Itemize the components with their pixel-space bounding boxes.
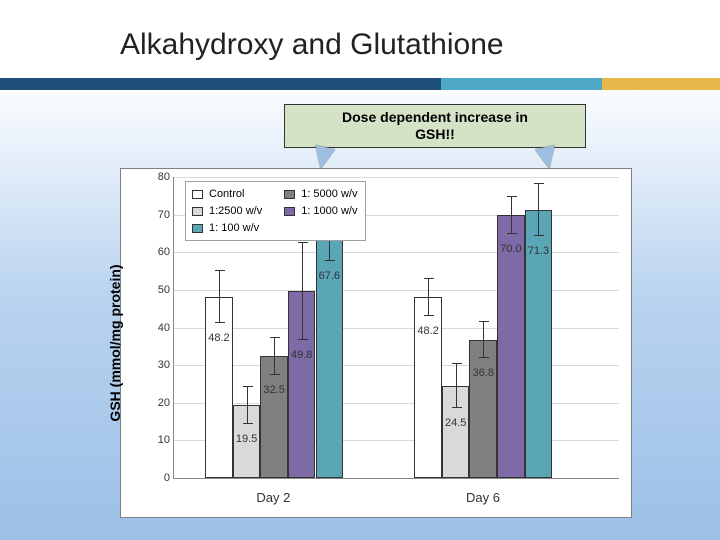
accent-segment	[441, 78, 544, 90]
accent-segment	[544, 78, 603, 90]
y-tick-label: 0	[144, 472, 170, 484]
legend-item: 1: 5000 w/v	[284, 186, 357, 202]
value-label: 49.8	[291, 349, 312, 361]
accent-bar	[0, 78, 720, 90]
accent-segment	[602, 78, 720, 90]
gridline	[174, 403, 619, 404]
legend-label: Control	[209, 188, 244, 200]
y-tick-label: 80	[144, 171, 170, 183]
bar	[316, 224, 344, 478]
slide: Alkahydroxy and Glutathione Dose depende…	[0, 0, 720, 540]
legend-swatch	[192, 224, 203, 233]
value-label: 24.5	[445, 417, 466, 429]
legend-item: 1:2500 w/v	[192, 203, 262, 219]
slide-title: Alkahydroxy and Glutathione	[120, 28, 504, 62]
x-tick-label: Day 6	[466, 490, 500, 505]
callout-arrow-right-icon	[535, 145, 559, 171]
legend-swatch	[192, 207, 203, 216]
bar	[205, 297, 233, 478]
legend-swatch	[192, 190, 203, 199]
legend-swatch	[284, 207, 295, 216]
gridline	[174, 177, 619, 178]
y-tick-label: 50	[144, 284, 170, 296]
value-label: 36.8	[473, 367, 494, 379]
y-tick-label: 40	[144, 322, 170, 334]
error-stem	[219, 270, 220, 323]
value-label: 67.6	[319, 270, 340, 282]
error-stem	[428, 278, 429, 316]
value-label: 19.5	[236, 433, 257, 445]
error-stem	[302, 242, 303, 340]
y-tick-label: 60	[144, 246, 170, 258]
gridline	[174, 252, 619, 253]
error-stem	[483, 321, 484, 359]
x-tick-label: Day 2	[256, 490, 290, 505]
error-stem	[538, 183, 539, 236]
error-stem	[247, 386, 248, 424]
y-axis-label: GSH (mmol/mg protein)	[107, 264, 123, 421]
legend-label: 1: 5000 w/v	[301, 188, 357, 200]
bar	[469, 340, 497, 478]
y-tick-label: 10	[144, 434, 170, 446]
chart-frame: GSH (mmol/mg protein) 010203040506070804…	[120, 168, 632, 518]
callout-arrow-left-icon	[311, 145, 335, 171]
legend-item: Control	[192, 186, 262, 202]
callout-line1: Dose dependent increase in	[342, 109, 528, 125]
gridline	[174, 365, 619, 366]
legend-item: 1: 100 w/v	[192, 220, 262, 236]
value-label: 71.3	[528, 245, 549, 257]
value-label: 48.2	[417, 325, 438, 337]
legend-item: 1: 1000 w/v	[284, 203, 357, 219]
gridline	[174, 290, 619, 291]
y-tick-label: 20	[144, 397, 170, 409]
value-label: 48.2	[208, 332, 229, 344]
y-tick-label: 70	[144, 209, 170, 221]
legend: Control 1:2500 w/v 1: 100 w/v 1: 5000 w/v 1:…	[185, 181, 366, 241]
value-label: 70.0	[500, 243, 521, 255]
legend-label: 1:2500 w/v	[209, 205, 262, 217]
gridline	[174, 328, 619, 329]
callout-box: Dose dependent increase in GSH!!	[284, 104, 586, 148]
legend-swatch	[284, 190, 295, 199]
y-tick-label: 30	[144, 359, 170, 371]
error-stem	[274, 337, 275, 375]
callout-line2: GSH!!	[415, 126, 455, 142]
error-stem	[511, 196, 512, 234]
legend-label: 1: 1000 w/v	[301, 205, 357, 217]
error-stem	[456, 363, 457, 408]
accent-segment	[0, 78, 441, 90]
legend-label: 1: 100 w/v	[209, 222, 259, 234]
value-label: 32.5	[263, 384, 284, 396]
